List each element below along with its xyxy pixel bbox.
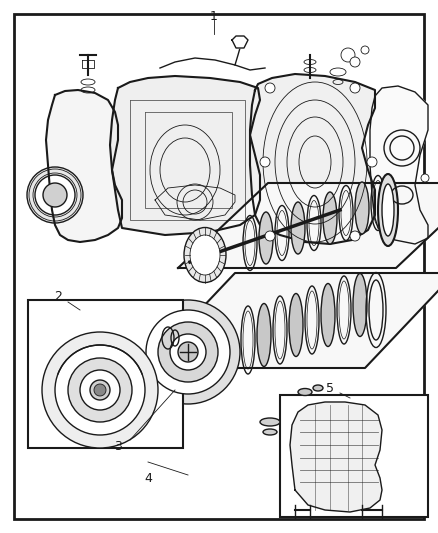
Circle shape	[90, 380, 110, 400]
Polygon shape	[178, 183, 438, 268]
Circle shape	[341, 48, 355, 62]
Circle shape	[27, 167, 83, 223]
Ellipse shape	[263, 429, 277, 435]
Circle shape	[158, 322, 218, 382]
Circle shape	[35, 175, 75, 215]
Circle shape	[350, 231, 360, 241]
Circle shape	[94, 384, 106, 396]
Circle shape	[265, 83, 275, 93]
Polygon shape	[250, 74, 375, 244]
Polygon shape	[370, 86, 428, 244]
Text: 3: 3	[114, 440, 122, 454]
Circle shape	[350, 83, 360, 93]
Circle shape	[421, 174, 429, 182]
Polygon shape	[46, 90, 122, 242]
Polygon shape	[290, 402, 382, 512]
Circle shape	[42, 332, 158, 448]
Bar	[28, 300, 183, 448]
Ellipse shape	[259, 212, 273, 264]
Circle shape	[178, 342, 198, 362]
Circle shape	[43, 183, 67, 207]
Circle shape	[350, 57, 360, 67]
Circle shape	[80, 370, 120, 410]
Ellipse shape	[190, 235, 220, 275]
Circle shape	[170, 334, 206, 370]
Bar	[280, 395, 428, 517]
Polygon shape	[145, 273, 438, 368]
Text: 4: 4	[144, 472, 152, 484]
Circle shape	[260, 157, 270, 167]
Circle shape	[361, 46, 369, 54]
Circle shape	[146, 310, 230, 394]
Ellipse shape	[184, 228, 226, 282]
Text: 5: 5	[326, 382, 334, 394]
Ellipse shape	[378, 174, 398, 246]
Text: 1: 1	[210, 10, 218, 22]
Ellipse shape	[323, 192, 337, 244]
Ellipse shape	[257, 303, 271, 367]
Ellipse shape	[289, 294, 303, 357]
Circle shape	[55, 345, 145, 435]
Text: 2: 2	[54, 289, 62, 303]
Ellipse shape	[353, 273, 367, 336]
Ellipse shape	[260, 418, 280, 426]
Polygon shape	[110, 76, 260, 235]
Polygon shape	[232, 36, 248, 48]
Circle shape	[265, 231, 275, 241]
Ellipse shape	[355, 182, 369, 234]
Circle shape	[367, 157, 377, 167]
Ellipse shape	[298, 389, 312, 395]
Ellipse shape	[313, 385, 323, 391]
Circle shape	[68, 358, 132, 422]
Ellipse shape	[382, 184, 394, 236]
Ellipse shape	[291, 202, 305, 254]
Circle shape	[136, 300, 240, 404]
Ellipse shape	[321, 284, 335, 346]
